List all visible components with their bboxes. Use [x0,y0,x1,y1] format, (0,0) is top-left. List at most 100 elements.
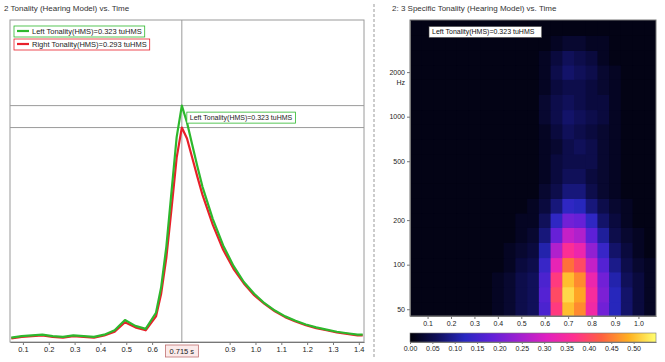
tick-label: 0.3 [70,345,80,354]
heat-cell [433,65,445,80]
heat-cell [539,65,551,80]
heat-cell [574,213,586,228]
heat-cell [644,272,656,287]
heat-cell [492,154,504,169]
heat-cell [574,183,586,199]
heat-cell [504,258,516,273]
heat-cell [633,227,645,243]
heat-cell [621,213,633,228]
heat-cell [586,154,598,169]
heat-cell [410,110,422,125]
heat-cell [562,272,574,287]
tick-mark [407,117,410,118]
heat-cell [621,227,633,243]
heat-cell [644,154,656,169]
heat-cell [504,139,516,155]
heat-cell [445,65,457,80]
tick-label: 1.0 [251,345,261,354]
tick-mark [432,342,433,344]
heat-cell [515,272,527,287]
heat-cell [504,198,516,213]
tick-mark [410,342,411,344]
heat-cell [480,65,492,80]
tick: 0.00 [404,342,418,352]
tick: 0.3 [70,342,80,354]
heat-cell [597,213,609,228]
heat-cell [551,287,563,303]
heat-cell [422,110,434,125]
heat-cell [621,302,633,316]
tick-mark [544,342,545,344]
heat-cell [457,139,469,155]
axis: 5010020050010002000 [389,21,410,317]
heat-cell [597,79,609,95]
heat-cell [469,50,481,65]
heat-cell [480,139,492,155]
heat-cell [597,198,609,213]
heat-cell [597,168,609,183]
heat-cell [527,227,539,243]
heat-cell [586,110,598,125]
heat-cell [433,79,445,95]
heat-cell [633,242,645,258]
heat-cell [527,50,539,65]
tick-label: 0.3 [470,320,480,327]
heat-cell [480,110,492,125]
heat-cell [410,35,422,51]
heat-cell [457,110,469,125]
heat-cell [410,65,422,80]
tick-mark [455,342,456,344]
heat-cell [539,258,551,273]
legend-swatch [17,43,29,45]
tick-label: 0.9 [611,320,621,327]
heat-cell [422,287,434,303]
heat-cell [422,65,434,80]
heat-cell [469,272,481,287]
heat-cell [480,198,492,213]
heat-cell [609,35,621,51]
heat-cell [433,287,445,303]
heat-cell [574,302,586,316]
tick: 100 [393,261,410,268]
heat-cell [633,302,645,316]
heat-cell [469,168,481,183]
heat-cell [621,94,633,110]
legend-label: Left Tonality(HMS)=0.323 tuHMS [32,27,142,36]
tick: 200 [393,217,410,224]
heat-cell [469,242,481,258]
heat-cell [551,302,563,316]
heat-cell [609,79,621,95]
tick-mark [407,309,410,310]
legend-item: Left Tonality(HMS)=0.323 tuHMS [14,26,145,37]
heat-cell [410,258,422,273]
heat-cell [515,242,527,258]
heat-cell [410,227,422,243]
heat-cell [515,213,527,228]
tick-mark [568,316,569,319]
tick-mark [407,265,410,266]
heat-cell [469,124,481,139]
tick: 0.40 [583,342,597,352]
heat-cell [539,242,551,258]
heat-cell [551,242,563,258]
heat-cell [574,154,586,169]
heat-cell [480,287,492,303]
heat-cell [562,50,574,65]
heat-cell [597,242,609,258]
heat-cell [633,35,645,51]
tick-mark [499,342,500,344]
tick: 0.1 [423,316,433,327]
heat-cell [469,110,481,125]
heat-cell [609,124,621,139]
heat-cell [621,198,633,213]
heat-cell [633,20,645,36]
heat-cell [527,272,539,287]
heat-cell [433,124,445,139]
heat-cell [586,124,598,139]
plot-area [410,20,656,316]
heat-cell [492,168,504,183]
heat-cell [633,65,645,80]
heat-cell [422,258,434,273]
heat-cell [504,65,516,80]
heat-cell [457,94,469,110]
